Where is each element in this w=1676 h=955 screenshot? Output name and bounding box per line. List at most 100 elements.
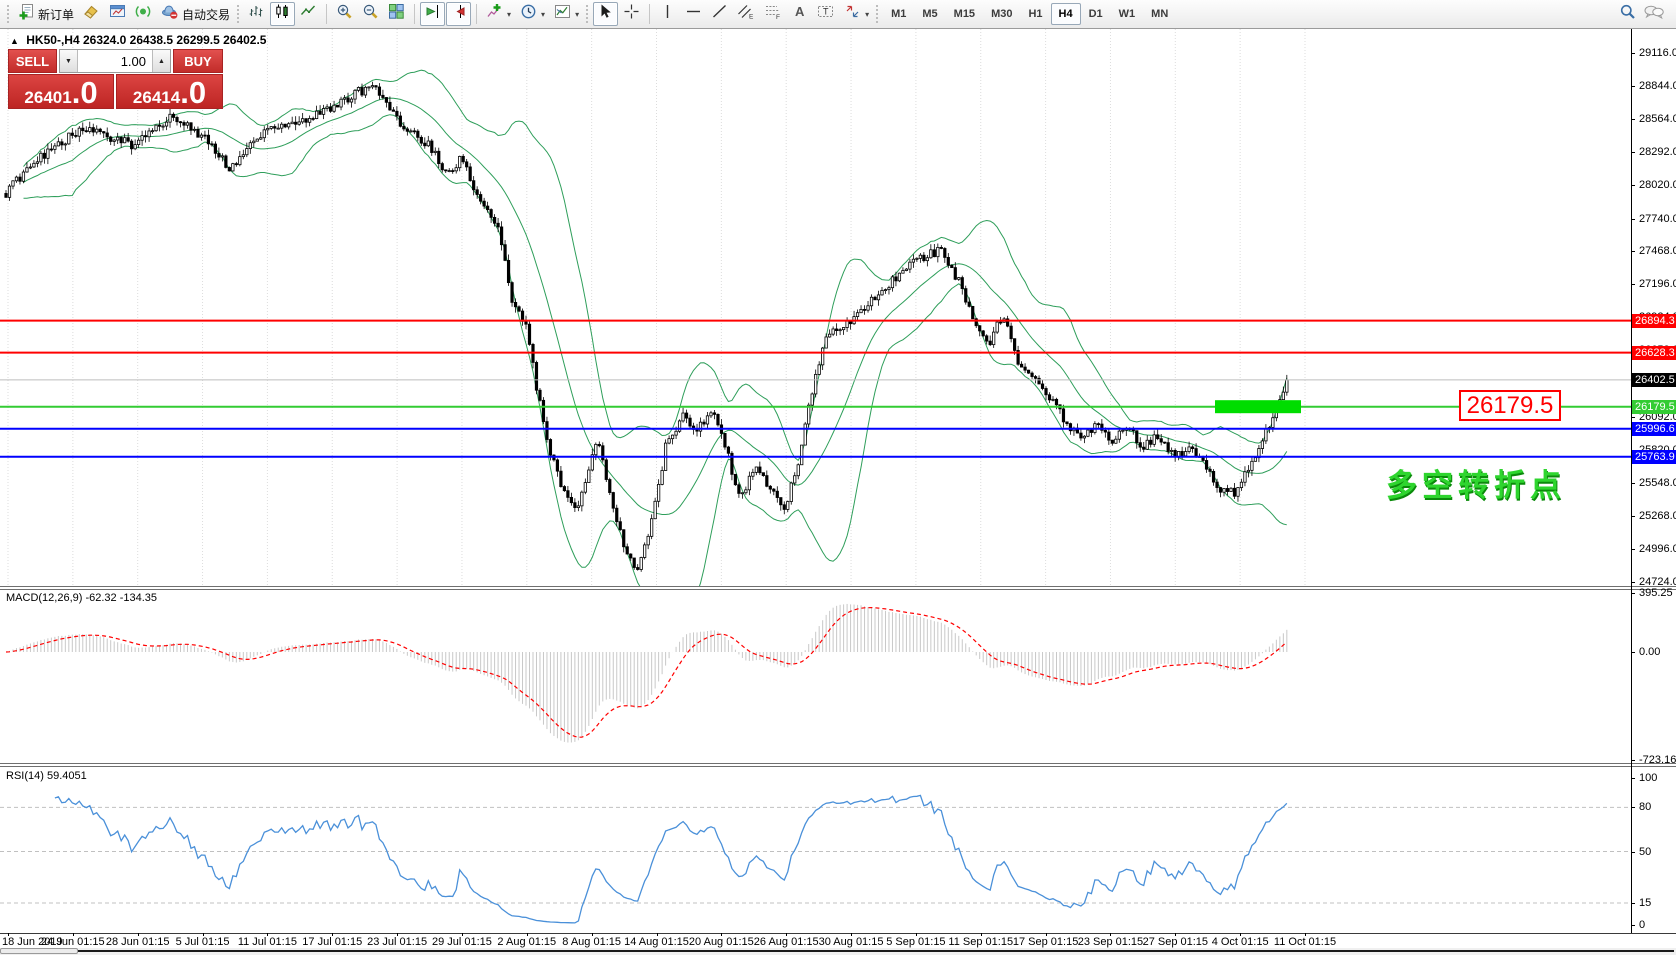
time-axis-label: 11 Sep 01:15 [948,936,1014,948]
trend-line-button[interactable] [707,2,732,26]
macd-axis-tickmark [1631,759,1635,761]
timeframe-m5[interactable]: M5 [922,8,938,20]
chat-icon[interactable] [1643,3,1665,26]
search-icon[interactable] [1619,3,1637,26]
bar-chart-button[interactable] [244,2,269,26]
pane-splitter[interactable] [0,586,1676,590]
time-axis-tickmark [1110,933,1112,936]
toolbar-right-group [1619,3,1671,26]
price-axis-tickmark [1631,218,1635,220]
text-label-button[interactable]: T [813,2,839,26]
price-axis-tickmark [1631,549,1635,551]
candlestick-chart-icon [274,3,291,25]
timeframe-mn[interactable]: MN [1151,8,1169,20]
svg-text:A: A [795,4,805,19]
price-axis-label: 28292.0 [1639,146,1676,159]
zoom-out-button[interactable] [358,2,383,26]
timeframe-h4[interactable]: H4 [1050,3,1081,25]
sell-button[interactable]: SELL [8,49,57,73]
periods-button[interactable]: ▾ [516,2,549,26]
rsi-axis-tickmark [1631,778,1635,779]
arrows-button[interactable]: ▾ [840,2,873,26]
volume-stepper: ▼ 1.00 ▲ [59,49,171,73]
collapse-triangle-icon[interactable]: ▲ [10,36,19,46]
price-axis-label: 24724.0 [1639,576,1676,588]
crosshair-icon [623,3,640,25]
time-axis-label: 24 Jun 01:15 [41,936,105,948]
price-badge: 25763.9 [1632,449,1676,464]
scrollbar-thumb[interactable] [0,948,78,954]
chart-shift-button[interactable] [446,2,472,26]
chevron-down-icon: ▾ [507,9,512,19]
buy-price-main: 26414 [132,88,181,107]
timeframe-h1[interactable]: H1 [1028,8,1043,20]
price-axis-label: 27196.0 [1639,278,1676,291]
time-axis-label: 28 Jun 01:15 [105,936,170,948]
signal-icon [135,3,152,25]
timeframe-m15[interactable]: M15 [953,8,976,20]
timeframe-m30[interactable]: M30 [991,8,1013,20]
rsi-axis-tickmark [1631,807,1635,809]
candlestick-chart-button[interactable] [270,2,296,26]
time-axis-tickmark [461,933,463,936]
volume-increase-button[interactable]: ▲ [152,50,170,72]
new-order-label: 新订单 [38,7,75,22]
vertical-line-button[interactable] [655,2,680,26]
templates-button[interactable]: ▾ [550,2,583,26]
horizontal-line-icon [685,3,702,25]
toolbar-separator [326,4,328,24]
indicators-icon [486,3,503,25]
time-axis-tickmark [980,933,982,936]
new-order-button[interactable]: 新订单 [14,2,78,26]
time-axis-tickmark [526,933,528,936]
price-axis-tickmark [1631,152,1635,154]
time-axis-label: 14 Aug 01:15 [624,936,689,948]
time-axis-tickmark [591,933,593,936]
time-axis-label: 11 Jul 01:15 [237,936,297,948]
toolbar-grip [7,5,9,23]
auto-trading-label: 自动交易 [182,7,231,22]
templates-icon [554,3,571,25]
timeframe-w1[interactable]: W1 [1118,8,1136,20]
rsi-axis-label: 100 [1639,772,1658,784]
buy-button[interactable]: BUY [173,49,223,73]
tile-windows-button[interactable] [384,2,409,26]
open-window-button[interactable] [105,2,130,26]
signal-button[interactable] [131,2,156,26]
time-axis-tickmark [656,933,658,936]
eraser-button[interactable] [79,2,104,26]
price-axis-label: 25548.0 [1639,476,1676,489]
horizontal-scrollbar[interactable] [0,948,1676,955]
volume-decrease-button[interactable]: ▼ [60,50,78,72]
indicators-button[interactable]: ▾ [482,2,515,26]
time-axis-tickmark [915,933,917,936]
text-button[interactable]: A [787,2,812,26]
horizontal-line-button[interactable] [681,2,706,26]
cursor-button[interactable] [593,2,619,26]
volume-value[interactable]: 1.00 [120,53,146,69]
auto-trading-button[interactable]: 自动交易 [157,2,234,26]
buy-price-button[interactable]: 26414 .0 [116,74,223,109]
pane-splitter[interactable] [0,763,1676,767]
rsi-pane-canvas[interactable] [0,767,1631,933]
sell-price-button[interactable]: 26401 .0 [8,74,114,109]
auto-scroll-button[interactable] [420,2,446,26]
main-chart-canvas[interactable] [0,29,1631,586]
macd-pane-canvas[interactable] [0,590,1631,763]
fibonacci-button[interactable]: F [760,2,786,26]
timeframe-d1[interactable]: D1 [1088,8,1103,20]
scrollbar-track[interactable] [78,950,1674,952]
one-click-trading-panel: SELL ▼ 1.00 ▲ BUY 26401 .0 26414 .0 [8,49,223,109]
timeframe-m1[interactable]: M1 [891,8,907,20]
crosshair-button[interactable] [619,2,644,26]
price-level-callout[interactable]: 26179.5 [1459,390,1561,421]
time-axis-tickmark [1305,933,1306,936]
cursor-icon [597,3,614,25]
equidistant-channel-button[interactable]: E [733,2,759,26]
time-axis-tickmark [1045,933,1047,936]
line-chart-button[interactable] [296,2,321,26]
turning-point-annotation[interactable]: 多空转折点 [1386,468,1566,503]
rsi-axis-tickmark [1631,851,1635,853]
zoom-in-button[interactable] [332,2,357,26]
